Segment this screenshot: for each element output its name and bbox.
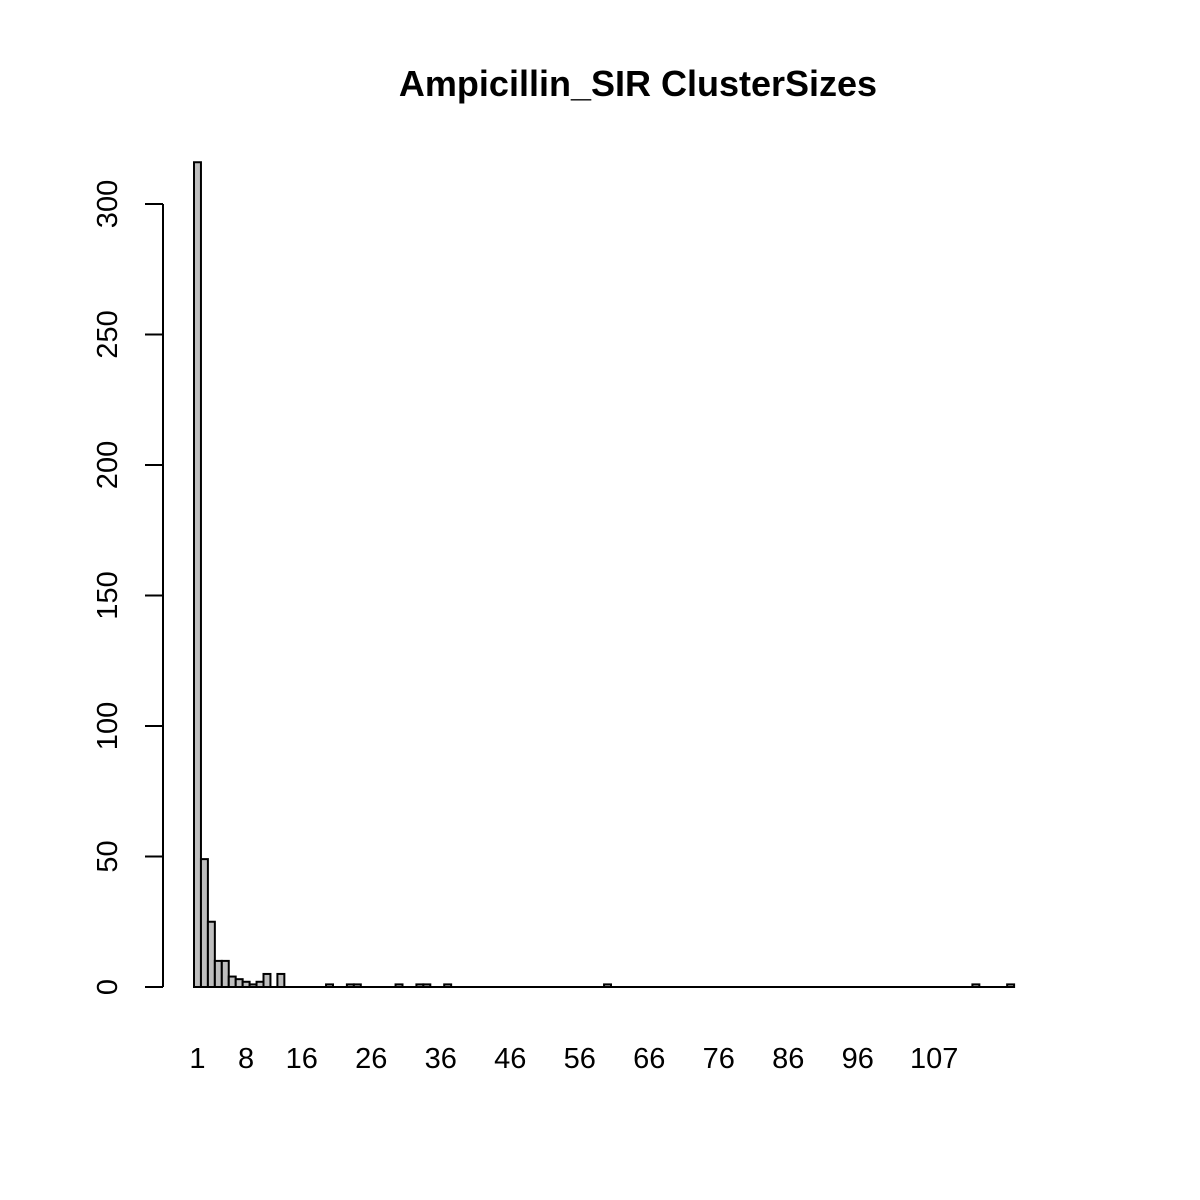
- x-tick-label: 76: [703, 1043, 735, 1075]
- bar: [262, 972, 272, 989]
- y-tick-label: 0: [92, 979, 124, 995]
- x-tick-label: 36: [425, 1043, 457, 1075]
- y-tick-label: 300: [92, 180, 124, 228]
- y-tick-label: 50: [92, 840, 124, 872]
- y-tick-label: 100: [92, 702, 124, 750]
- x-tick-label: 56: [564, 1043, 596, 1075]
- x-tick-label: 66: [633, 1043, 665, 1075]
- bars: [193, 161, 1016, 989]
- y-tick-label: 150: [92, 571, 124, 619]
- bar: [213, 959, 223, 989]
- y-tick-label: 200: [92, 441, 124, 489]
- bar: [199, 858, 209, 988]
- x-tick-label: 26: [355, 1043, 387, 1075]
- bar: [227, 975, 237, 988]
- y-tick-label: 250: [92, 310, 124, 358]
- x-tick-label: 1: [189, 1043, 205, 1075]
- bar: [206, 920, 216, 988]
- bar: [276, 972, 286, 989]
- bar: [193, 161, 202, 989]
- x-axis-labels: 1 8 16 26 36 46 56 66 76 86 96 107: [189, 1043, 958, 1075]
- x-tick-label: 8: [238, 1043, 254, 1075]
- y-axis: 0 50 100 150 200 250 300: [92, 180, 164, 995]
- x-tick-label: 96: [842, 1043, 874, 1075]
- chart-title: Ampicillin_SIR ClusterSizes: [399, 63, 877, 104]
- x-tick-label: 107: [910, 1043, 958, 1075]
- x-tick-label: 16: [286, 1043, 318, 1075]
- bar: [220, 959, 230, 989]
- x-tick-label: 46: [494, 1043, 526, 1075]
- bar: [234, 978, 244, 988]
- x-tick-label: 86: [772, 1043, 804, 1075]
